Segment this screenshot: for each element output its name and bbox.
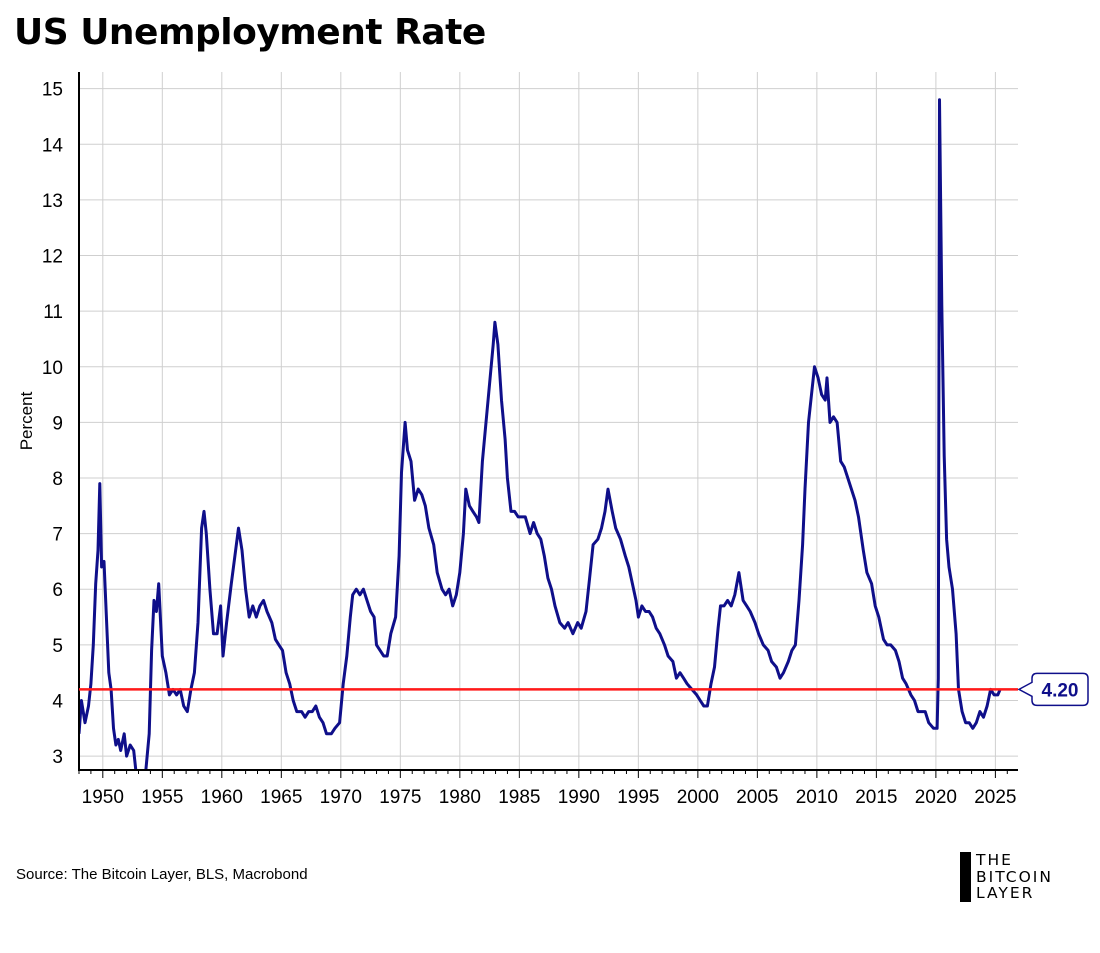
series-group <box>80 98 1002 769</box>
y-tick-label-7: 7 <box>52 525 63 546</box>
x-tick-label-2000: 2000 <box>677 787 719 808</box>
logo-line-2: BITCOIN <box>976 867 1053 886</box>
x-tick-label-2025: 2025 <box>974 787 1016 808</box>
y-tick-label-10: 10 <box>42 358 63 379</box>
x-tick-label-1960: 1960 <box>201 787 243 808</box>
y-tick-label-5: 5 <box>52 636 63 657</box>
x-tick-label-2010: 2010 <box>796 787 838 808</box>
x-tick-label-2005: 2005 <box>736 787 778 808</box>
y-axis-ticks: 3 4 5 6 7 8 9 10 11 12 13 14 15 <box>42 80 64 768</box>
logo-bar-icon <box>960 852 971 902</box>
y-tick-label-12: 12 <box>42 247 63 268</box>
y-tick-label-3: 3 <box>52 747 63 768</box>
y-tick-label-11: 11 <box>43 302 63 323</box>
y-tick-label-14: 14 <box>42 135 64 156</box>
reference-label-box <box>1017 672 1089 707</box>
x-tick-label-1970: 1970 <box>320 787 362 808</box>
x-tick-label-1965: 1965 <box>260 787 302 808</box>
x-tick-label-1995: 1995 <box>617 787 659 808</box>
series-line-0 <box>80 98 1002 769</box>
axes <box>78 72 1018 778</box>
x-tick-label-1955: 1955 <box>141 787 183 808</box>
x-tick-label-1975: 1975 <box>379 787 421 808</box>
page-title: US Unemployment Rate <box>14 12 486 53</box>
x-tick-label-2020: 2020 <box>915 787 957 808</box>
grid <box>79 72 1018 770</box>
y-tick-label-15: 15 <box>42 80 63 101</box>
reference-group: 4.20 <box>79 672 1089 707</box>
x-tick-label-1990: 1990 <box>558 787 600 808</box>
reference-label: 4.20 <box>1042 680 1079 701</box>
y-tick-label-8: 8 <box>52 469 63 490</box>
y-tick-label-9: 9 <box>52 413 63 434</box>
x-tick-label-1985: 1985 <box>498 787 540 808</box>
x-tick-label-2015: 2015 <box>855 787 897 808</box>
x-axis-ticks: 1950 1955 1960 1965 1970 1975 1980 1985 1990 1995… <box>82 787 1017 808</box>
logo-line-3: LAYER <box>976 884 1035 902</box>
x-tick-label-1980: 1980 <box>439 787 481 808</box>
y-tick-label-4: 4 <box>52 691 63 712</box>
logo-line-1: THE <box>976 851 1013 869</box>
x-tick-label-1950: 1950 <box>82 787 124 808</box>
y-tick-label-13: 13 <box>42 191 63 212</box>
bitcoin-layer-logo: THE BITCOIN LAYER <box>960 852 1090 904</box>
source-note: Source: The Bitcoin Layer, BLS, Macrobon… <box>16 866 308 883</box>
y-axis-label: Percent <box>17 391 36 450</box>
y-tick-label-6: 6 <box>52 580 63 601</box>
